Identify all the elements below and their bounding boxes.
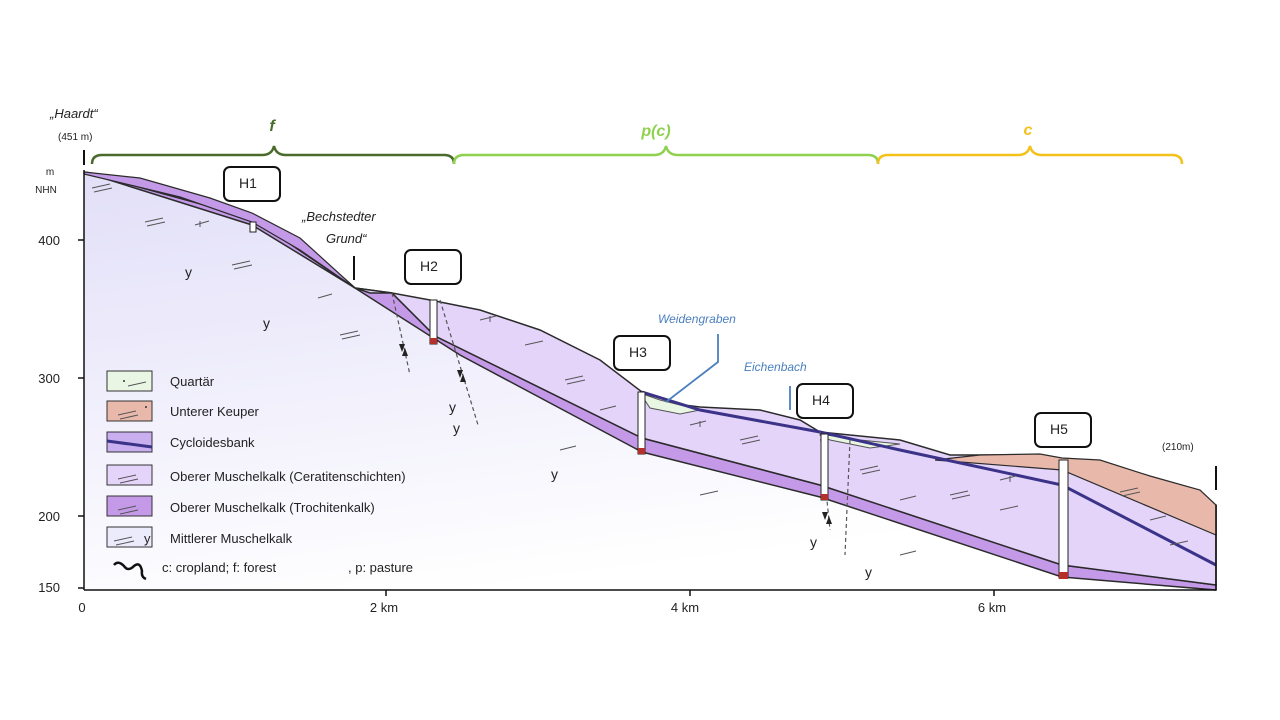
y-unit-nhn: NHN <box>35 185 57 196</box>
haardt-elevation: (451 m) <box>58 132 92 143</box>
cycloidesbank-line <box>641 390 1217 567</box>
fault-arrows <box>399 344 832 524</box>
y-tick-300: 300 <box>38 371 60 386</box>
svg-text:H1: H1 <box>239 175 257 191</box>
landuse-c: c <box>1024 122 1033 139</box>
legend-item-mittlerer-muschelkalk: y Mittlerer Muschelkalk <box>106 526 293 548</box>
y-tick-150: 150 <box>38 580 60 595</box>
x-tick-2km: 2 km <box>370 600 398 615</box>
svg-text:Mittlerer Muschelkalk: Mittlerer Muschelkalk <box>170 531 293 546</box>
svg-text:y: y <box>449 399 456 415</box>
svg-text:H3: H3 <box>629 344 647 360</box>
svg-text:Unterer Keuper: Unterer Keuper <box>170 404 260 419</box>
svg-text:y: y <box>453 420 460 436</box>
svg-text:c: cropland; f: forest: c: cropland; f: forest <box>162 560 277 575</box>
legend: Quartär Unterer Keuper Cycloidesbank Obe… <box>106 370 413 581</box>
svg-text:y: y <box>551 466 558 482</box>
svg-text:H5: H5 <box>1050 421 1068 437</box>
bechstedter-label: „Bechstedter <box>301 209 376 224</box>
unit-ceratitenschichten <box>83 171 1217 586</box>
haardt-label: „Haardt“ <box>49 106 98 121</box>
legend-item-ceratitenschichten: Oberer Muschelkalk (Ceratitenschichten) <box>106 464 406 486</box>
brace-pasture <box>452 145 880 165</box>
weidengraben-label: Weidengraben <box>658 312 736 326</box>
eichenbach-label: Eichenbach <box>744 360 807 374</box>
rock-hatching <box>91 183 1189 556</box>
svg-text:, p: pasture: , p: pasture <box>348 560 413 575</box>
axis-ticks <box>78 239 995 596</box>
svg-text:H4: H4 <box>812 392 830 408</box>
svg-text:y: y <box>185 264 192 280</box>
river-markers <box>665 334 791 410</box>
location-ticks <box>83 150 1217 490</box>
unit-mittlerer-muschelkalk <box>84 172 1216 590</box>
svg-text:y: y <box>810 534 817 550</box>
mittlerer-symbols: y y y y y y y <box>185 264 872 580</box>
svg-text:Oberer Muschelkalk (Trochitenk: Oberer Muschelkalk (Trochitenkalk) <box>170 500 375 515</box>
svg-text:Cycloidesbank: Cycloidesbank <box>170 435 255 450</box>
legend-item-quartaer: Quartär <box>106 370 215 392</box>
y-tick-400: 400 <box>38 233 60 248</box>
well-label-h1: H1 <box>223 166 281 202</box>
y-unit-m: m <box>46 167 54 178</box>
svg-text:y: y <box>144 531 151 546</box>
x-tick-4km: 4 km <box>671 600 699 615</box>
well-label-h2: H2 <box>404 249 462 285</box>
well-label-h5: H5 <box>1034 412 1092 448</box>
y-tick-200: 200 <box>38 509 60 524</box>
well-columns <box>249 221 1069 579</box>
svg-text:y: y <box>263 315 270 331</box>
well-label-h4: H4 <box>796 383 854 419</box>
well-label-h3: H3 <box>613 335 671 371</box>
unit-upper-band <box>83 171 356 289</box>
x-tick-0: 0 <box>78 600 85 615</box>
grund-label: Grund“ <box>326 231 367 246</box>
end-elevation: (210m) <box>1162 442 1194 453</box>
svg-text:Quartär: Quartär <box>170 374 215 389</box>
svg-text:Oberer Muschelkalk (Ceratitens: Oberer Muschelkalk (Ceratitenschichten) <box>170 469 406 484</box>
landuse-pc: p(c) <box>640 123 670 140</box>
legend-item-landuse: c: cropland; f: forest , p: pasture <box>113 560 413 581</box>
svg-text:H2: H2 <box>420 258 438 274</box>
legend-item-unterer-keuper: Unterer Keuper <box>106 400 260 422</box>
unit-quartaer-1 <box>638 392 701 415</box>
legend-item-cycloidesbank: Cycloidesbank <box>106 431 255 453</box>
svg-text:y: y <box>865 564 872 580</box>
brace-cropland <box>876 145 1184 165</box>
x-tick-6km: 6 km <box>978 600 1006 615</box>
brace-forest <box>90 145 456 165</box>
landuse-f: f <box>269 118 276 135</box>
legend-item-trochitenkalk: Oberer Muschelkalk (Trochitenkalk) <box>106 495 375 517</box>
